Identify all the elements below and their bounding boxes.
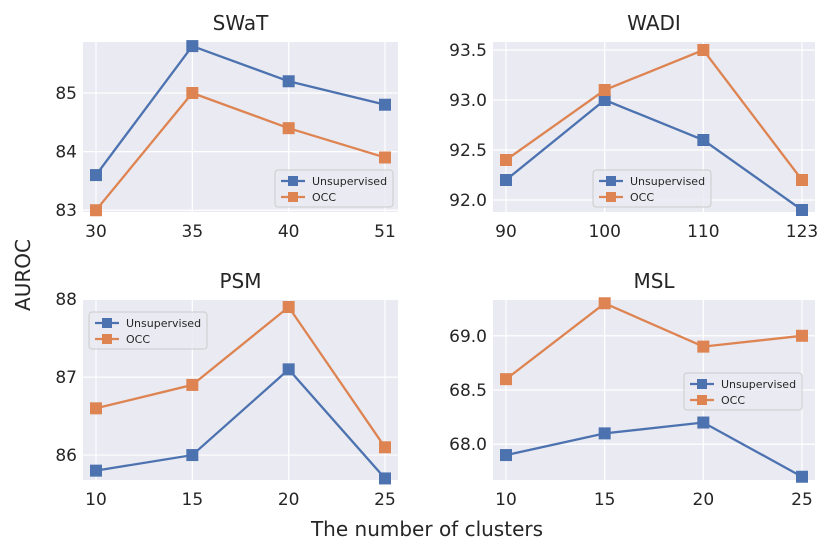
x-tick-label-swat: 35: [182, 222, 204, 242]
y-tick-label-swat: 84: [55, 143, 77, 163]
series-line-occ-wadi: [505, 48, 803, 181]
legend-marker-unsupervised: [606, 176, 616, 186]
y-tick-label-wadi: 93.5: [449, 41, 487, 61]
x-tick-label-swat: 40: [278, 222, 300, 242]
y-tick-label-wadi: 92.0: [449, 191, 487, 211]
data-marker-unsupervised-wadi: [500, 174, 512, 186]
legend-marker-occ: [102, 334, 112, 344]
y-axis-label: AUROC: [11, 239, 35, 311]
data-marker-unsupervised-psm: [379, 472, 391, 485]
y-tick-label-wadi: 92.5: [449, 141, 487, 161]
legend-label-unsupervised: Unsupervised: [630, 175, 705, 188]
y-tick-label-msl: 68.0: [449, 435, 487, 455]
data-marker-unsupervised-wadi: [697, 134, 710, 146]
data-marker-occ-msl: [796, 329, 808, 342]
data-marker-occ-msl: [697, 340, 710, 353]
x-tick-label-psm: 25: [374, 490, 396, 510]
y-tick-label-swat: 83: [55, 201, 77, 221]
data-marker-unsupervised-swat: [186, 40, 199, 53]
legend-label-unsupervised: Unsupervised: [312, 175, 387, 188]
legend-marker-unsupervised: [697, 379, 707, 389]
x-tick-label-psm: 15: [182, 490, 204, 510]
x-tick-label-wadi: 123: [786, 222, 818, 242]
data-marker-occ-swat: [186, 87, 199, 99]
legend-label-unsupervised: Unsupervised: [721, 378, 796, 391]
y-tick-label-psm: 87: [55, 368, 77, 388]
legend-label-occ: OCC: [126, 333, 150, 346]
data-marker-unsupervised-psm: [90, 464, 102, 477]
data-marker-unsupervised-msl: [500, 449, 512, 462]
series-line-unsupervised-psm: [95, 367, 386, 480]
x-tick-label-swat: 30: [85, 222, 107, 242]
series-line-unsupervised-wadi: [505, 98, 803, 211]
data-marker-unsupervised-msl: [697, 416, 710, 429]
series-line-unsupervised-swat: [95, 44, 386, 176]
data-marker-occ-psm: [379, 441, 391, 454]
legend-marker-unsupervised: [288, 176, 298, 186]
x-tick-label-msl: 20: [693, 490, 715, 510]
x-tick-label-msl: 15: [594, 490, 616, 510]
data-marker-occ-wadi: [598, 84, 611, 96]
y-tick-label-swat: 85: [55, 84, 77, 104]
y-tick-label-psm: 88: [55, 290, 77, 310]
y-tick-label-wadi: 93.0: [449, 91, 487, 111]
data-marker-occ-psm: [282, 301, 295, 314]
data-marker-occ-swat: [90, 204, 102, 217]
data-marker-unsupervised-swat: [282, 75, 295, 88]
data-marker-occ-msl: [500, 373, 512, 386]
data-marker-unsupervised-msl: [796, 470, 808, 483]
data-marker-occ-wadi: [697, 44, 710, 56]
series-line-occ-msl: [505, 301, 803, 381]
x-tick-label-msl: 25: [791, 490, 813, 510]
data-marker-unsupervised-msl: [598, 427, 611, 440]
chart-title-msl: MSL: [633, 269, 675, 293]
series-line-occ-swat: [95, 91, 386, 211]
series-line-unsupervised-msl: [505, 421, 803, 478]
y-tick-label-msl: 69.0: [449, 327, 487, 347]
data-marker-unsupervised-wadi: [598, 94, 611, 106]
legend-marker-occ: [288, 192, 298, 202]
chart-title-swat: SWaT: [213, 11, 269, 35]
legend-label-occ: OCC: [630, 191, 654, 204]
x-tick-label-msl: 10: [495, 490, 517, 510]
legend-marker-unsupervised: [102, 318, 112, 328]
data-marker-occ-msl: [598, 297, 611, 310]
data-marker-unsupervised-psm: [186, 449, 199, 462]
legend-label-occ: OCC: [721, 394, 745, 407]
legend-label-unsupervised: Unsupervised: [126, 317, 201, 330]
data-marker-occ-psm: [186, 378, 199, 391]
legend-marker-occ: [606, 192, 616, 202]
x-tick-label-wadi: 110: [687, 222, 719, 242]
x-axis-label: The number of clusters: [310, 517, 543, 541]
data-marker-occ-wadi: [500, 154, 512, 166]
x-tick-label-swat: 51: [374, 222, 396, 242]
data-marker-unsupervised-psm: [282, 363, 295, 376]
data-marker-unsupervised-swat: [90, 169, 102, 182]
data-marker-unsupervised-wadi: [796, 204, 808, 216]
x-tick-label-wadi: 100: [588, 222, 620, 242]
data-marker-occ-swat: [379, 151, 391, 164]
legend-marker-occ: [697, 395, 707, 405]
legend-label-occ: OCC: [312, 191, 336, 204]
data-marker-occ-swat: [282, 122, 295, 135]
y-tick-label-psm: 86: [55, 446, 77, 466]
y-tick-label-msl: 68.5: [449, 381, 487, 401]
data-marker-occ-psm: [90, 402, 102, 415]
data-marker-occ-wadi: [796, 174, 808, 186]
chart-title-psm: PSM: [219, 269, 261, 293]
x-tick-label-psm: 10: [85, 490, 107, 510]
series-line-occ-psm: [95, 305, 386, 448]
x-tick-label-psm: 20: [278, 490, 300, 510]
chart-title-wadi: WADI: [627, 11, 681, 35]
data-marker-unsupervised-swat: [379, 98, 391, 111]
x-tick-label-wadi: 90: [495, 222, 517, 242]
